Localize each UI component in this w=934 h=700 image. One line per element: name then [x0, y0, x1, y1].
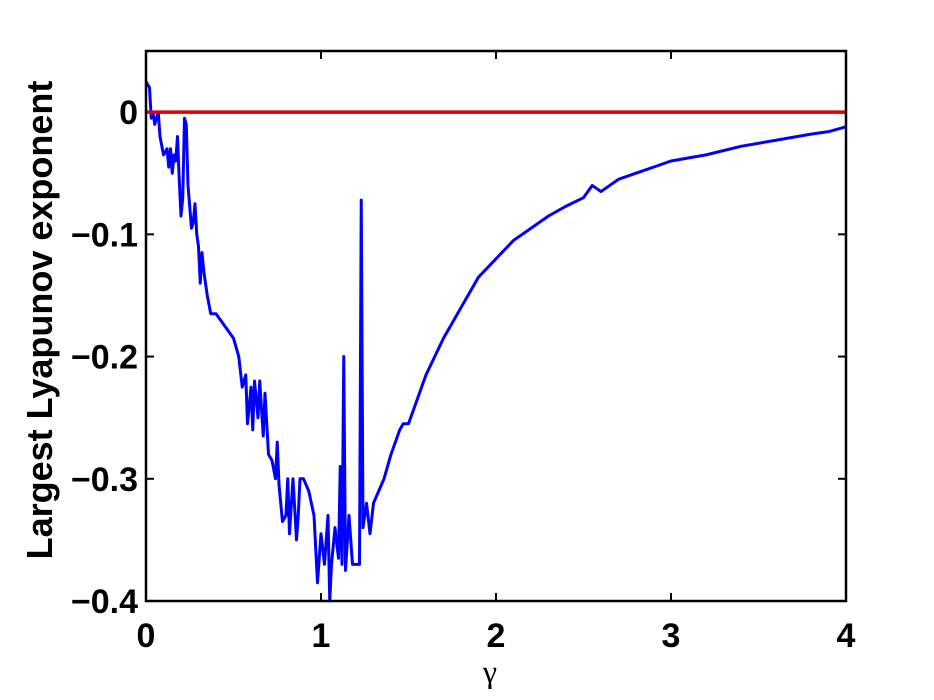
x-tick-label: 2 — [487, 617, 506, 655]
y-tick-label: −0.3 — [71, 461, 138, 499]
data-line — [144, 80, 847, 603]
y-tick-label: −0.4 — [71, 583, 138, 621]
y-tick-label: −0.1 — [71, 216, 138, 254]
x-tick-label: 0 — [137, 617, 156, 655]
x-tick-label: 4 — [837, 617, 856, 655]
x-tick-label: 3 — [662, 617, 681, 655]
y-tick-label: −0.2 — [71, 339, 138, 377]
x-axis-label: γ — [482, 653, 497, 689]
y-axis-label: Largest Lyapunov exponent — [19, 81, 60, 560]
x-tick-label: 1 — [312, 617, 331, 655]
plot-frame — [144, 49, 848, 603]
y-tick-label: 0 — [119, 94, 138, 132]
